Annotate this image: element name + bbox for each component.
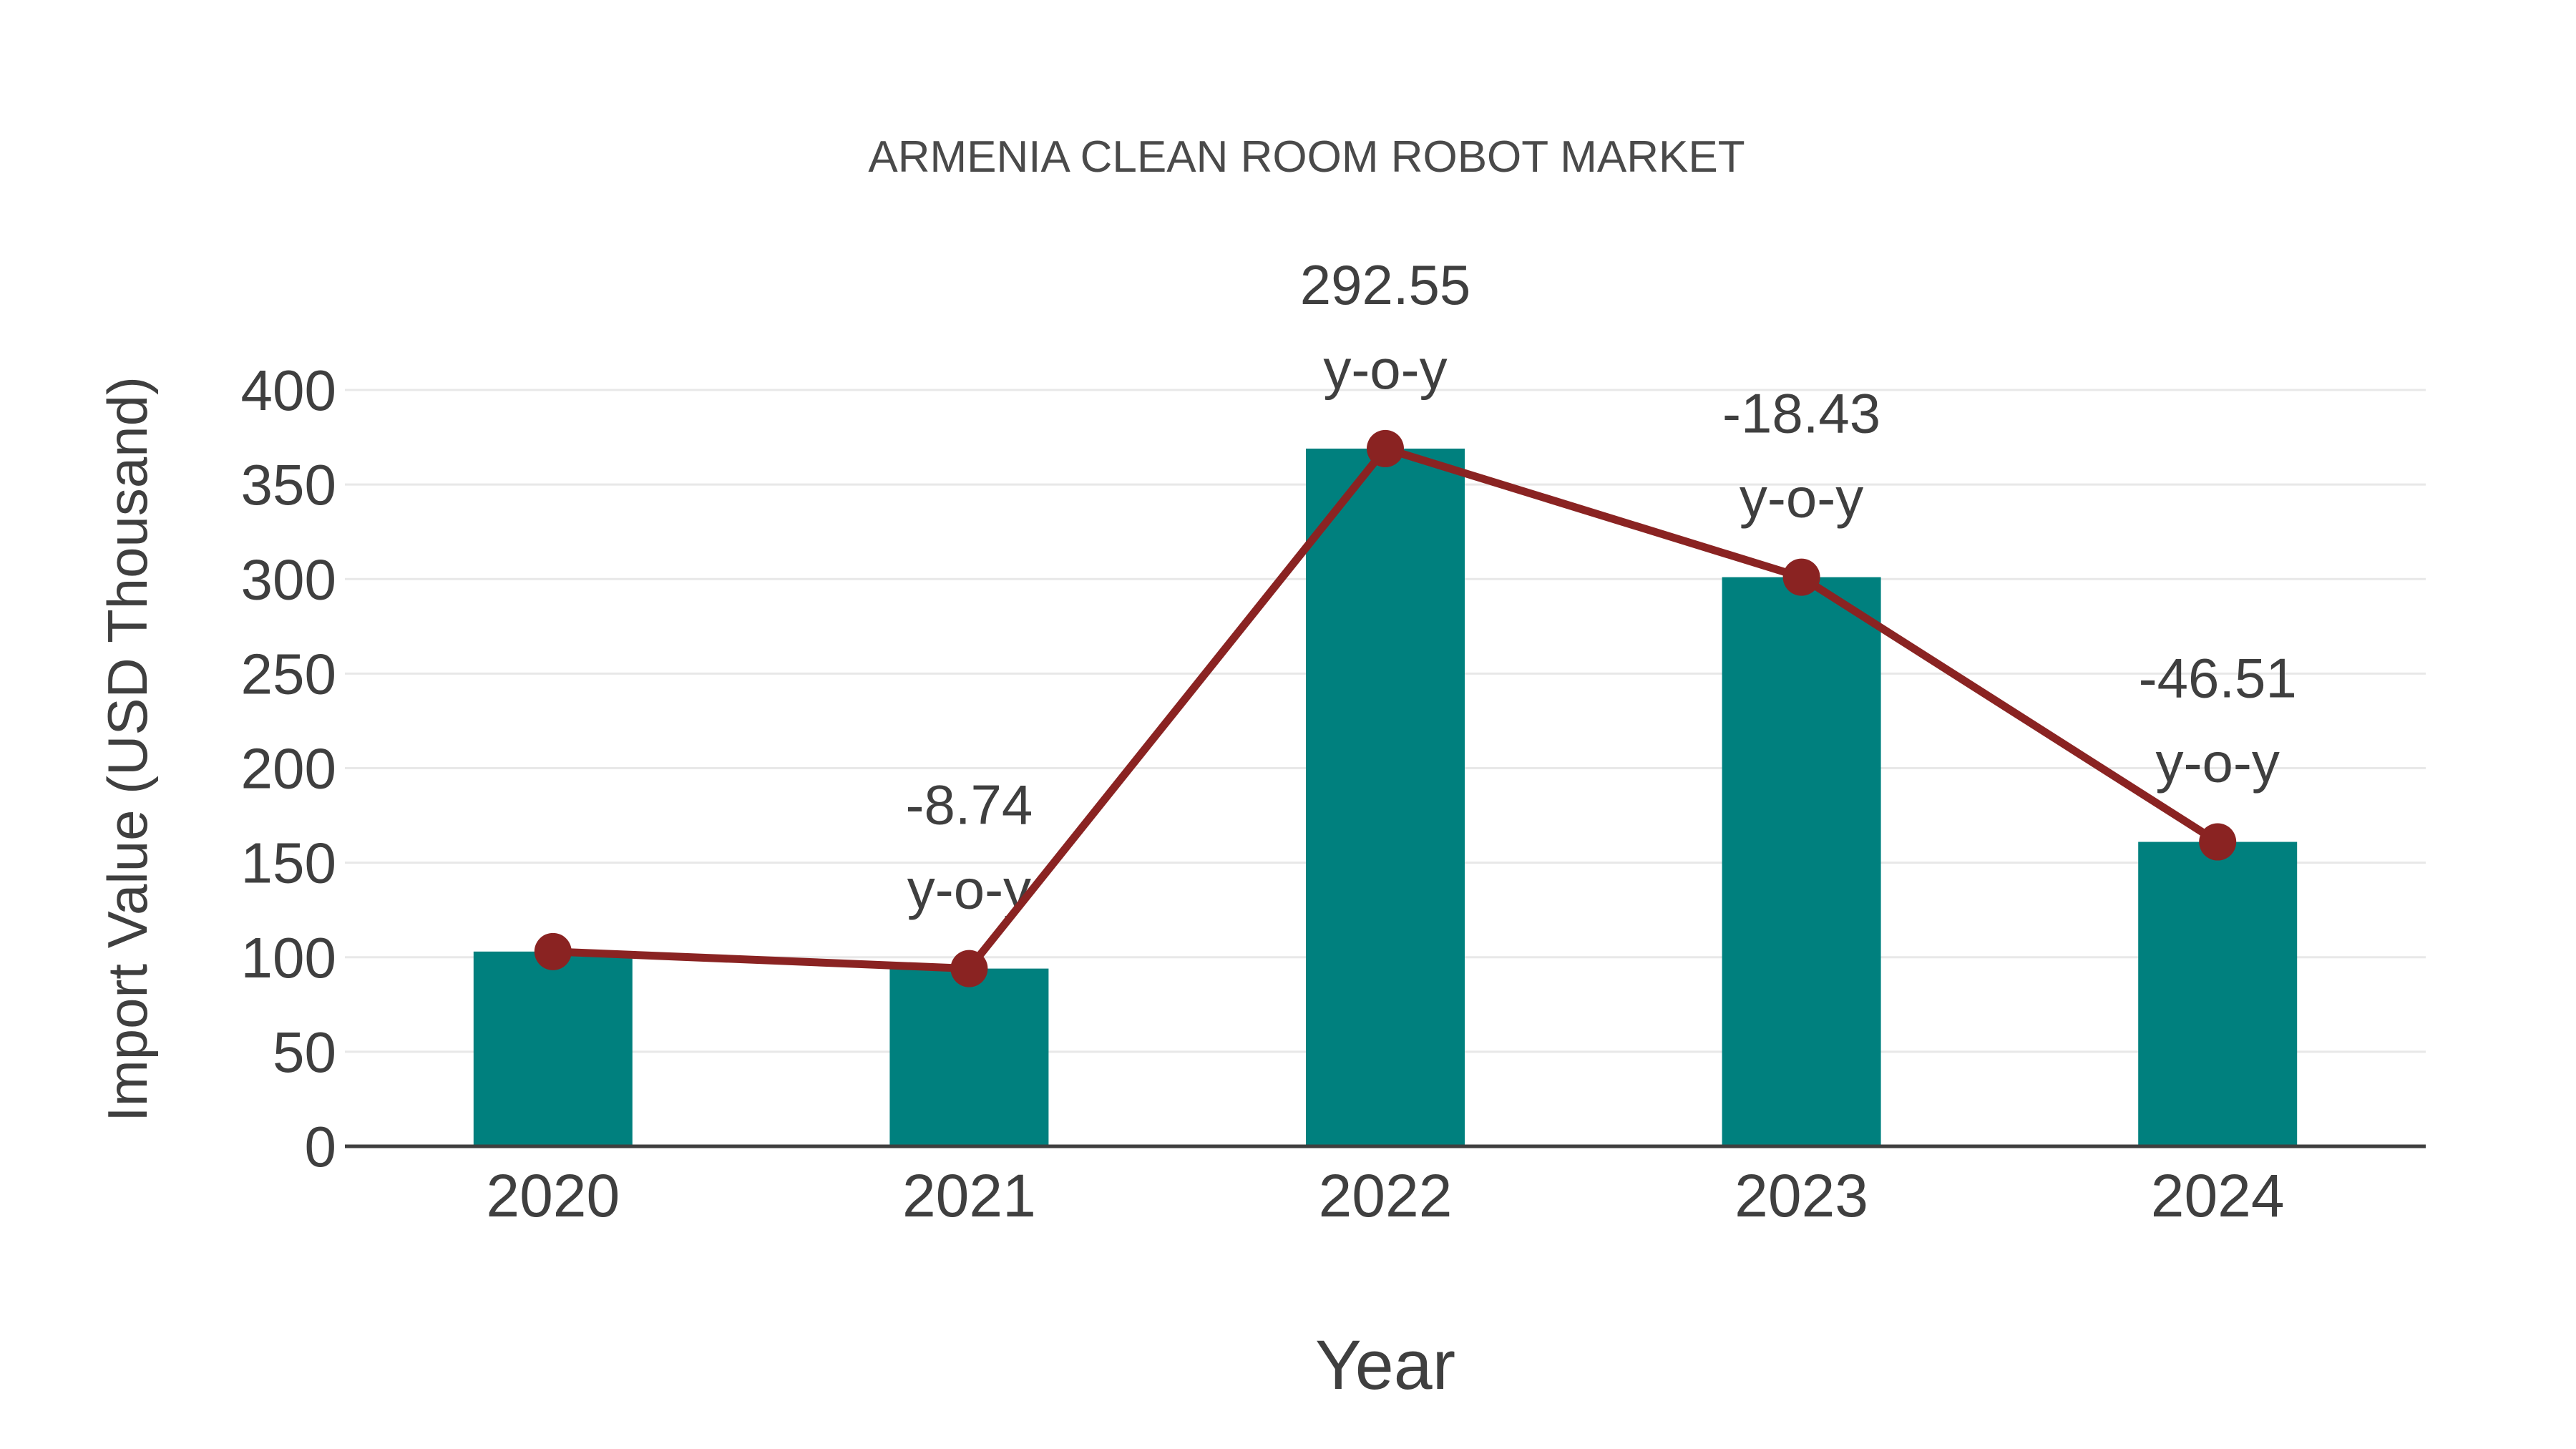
y-tick-100: 100 <box>241 926 336 990</box>
annotation-2024-line2: y-o-y <box>2156 731 2280 794</box>
annotation-2022-line1: 292.55 <box>1300 253 1471 316</box>
line-point-2023 <box>1782 558 1820 596</box>
y-axis-tick-labels: 0 50 100 150 200 250 300 350 400 <box>241 358 336 1179</box>
x-axis-title: Year <box>1315 1326 1455 1404</box>
x-tick-2022: 2022 <box>1319 1162 1453 1229</box>
bar-series <box>473 448 2298 1146</box>
bar-2021 <box>889 968 1049 1146</box>
x-tick-2023: 2023 <box>1735 1162 1868 1229</box>
annotation-2022-line2: y-o-y <box>1323 338 1447 401</box>
y-tick-300: 300 <box>241 547 336 611</box>
y-tick-250: 250 <box>241 642 336 706</box>
line-point-2020 <box>534 932 572 970</box>
annotations: -8.74 y-o-y 292.55 y-o-y -18.43 y-o-y -46.51 y-… <box>906 253 2297 921</box>
bar-2020 <box>473 951 633 1146</box>
y-tick-200: 200 <box>241 737 336 801</box>
y-tick-400: 400 <box>241 358 336 422</box>
line-point-2021 <box>950 950 988 987</box>
x-axis-tick-labels: 2020 2021 2022 2023 2024 <box>486 1162 2284 1229</box>
chart-title: ARMENIA CLEAN ROOM ROBOT MARKET <box>868 132 1745 182</box>
annotation-2023-line2: y-o-y <box>1740 467 1863 530</box>
annotation-2021-line2: y-o-y <box>907 858 1031 921</box>
bar-2024 <box>2138 841 2298 1146</box>
y-tick-50: 50 <box>273 1020 336 1084</box>
y-tick-350: 350 <box>241 453 336 517</box>
y-tick-0: 0 <box>305 1115 337 1179</box>
line-point-2022 <box>1367 429 1404 467</box>
annotation-2023-line1: -18.43 <box>1722 382 1880 445</box>
annotation-2024-line1: -46.51 <box>2139 647 2297 710</box>
x-tick-2024: 2024 <box>2151 1162 2285 1229</box>
line-markers <box>534 429 2237 987</box>
bar-2023 <box>1722 577 1881 1146</box>
y-tick-150: 150 <box>241 831 336 895</box>
x-tick-2020: 2020 <box>486 1162 620 1229</box>
x-tick-2021: 2021 <box>902 1162 1036 1229</box>
y-axis-title: Import Value (USD Thousand) <box>96 376 159 1122</box>
line-point-2024 <box>2199 823 2237 861</box>
annotation-2021-line1: -8.74 <box>906 774 1033 836</box>
bar-2022 <box>1306 448 1465 1146</box>
